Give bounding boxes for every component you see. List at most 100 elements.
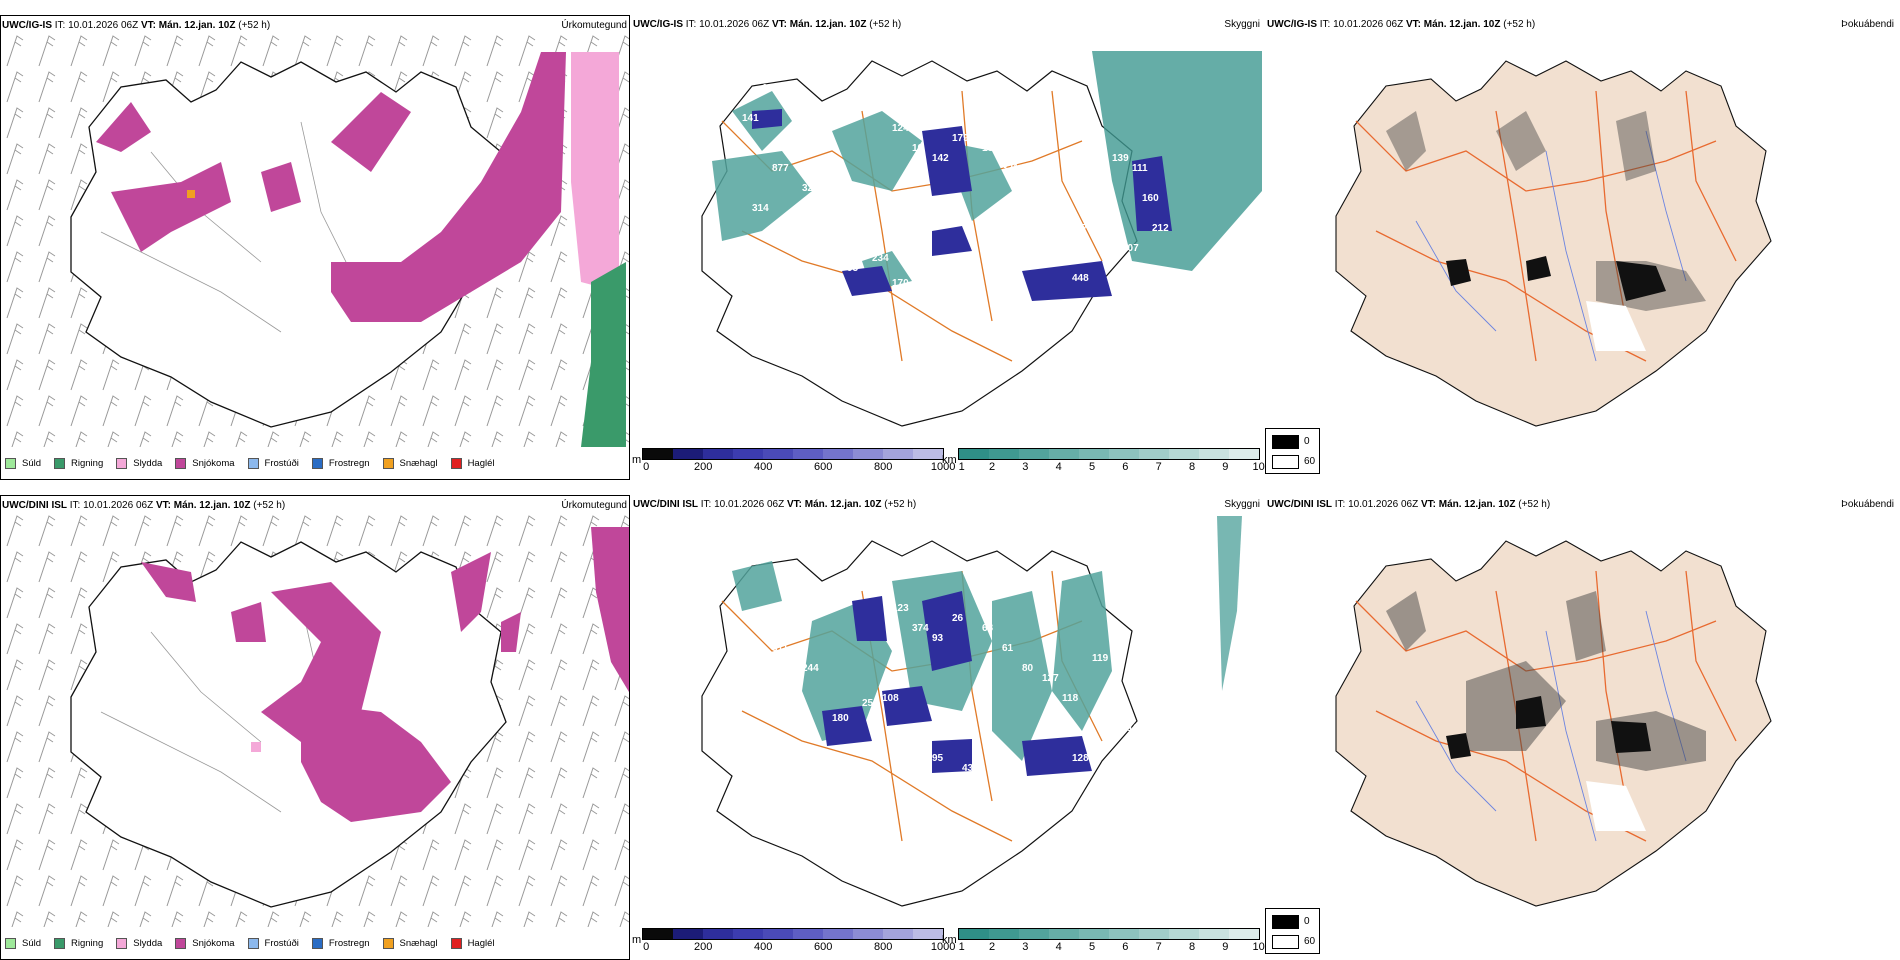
colorbar-segment <box>763 929 794 939</box>
colorbar-tick-label: 200 <box>693 941 713 953</box>
legend-swatch <box>311 937 323 949</box>
colorbar-segment <box>823 449 854 459</box>
colorbar-segment <box>703 449 734 459</box>
colorbar-segment <box>1048 929 1079 939</box>
cloud-base-value: 45 <box>882 213 894 224</box>
colorbar-segment <box>793 929 824 939</box>
precip-map <box>1 32 629 447</box>
legend-swatch <box>450 457 462 469</box>
legend-swatch <box>116 457 128 469</box>
cloud-base-value: 141 <box>742 113 759 124</box>
cloud-base-value: 108 <box>882 693 899 704</box>
cloud-base-value: 26 <box>952 613 964 624</box>
hail-spot <box>187 190 195 198</box>
colorbar-segment <box>1108 929 1139 939</box>
cloud-base-value: 428 <box>1062 213 1079 224</box>
cloud-base-value: 639 <box>812 253 829 264</box>
colorbar-tick-label: 600 <box>813 941 833 953</box>
cloud-base-value: 234 <box>872 253 889 264</box>
snow-area <box>96 52 566 322</box>
colorbar-unit: m <box>632 934 642 946</box>
colorbar-tick-label: 9 <box>1222 461 1229 473</box>
legend-item: Frostregn <box>311 937 370 949</box>
colorbar-tick-label: 400 <box>753 461 773 473</box>
colorbar-segment <box>1198 449 1229 459</box>
colorbar-segment <box>733 929 764 939</box>
cloud-base-value: 32 <box>802 183 814 194</box>
cloud-base-value: 127 <box>1042 673 1059 684</box>
cloud-base-value: 95 <box>932 753 944 764</box>
cloud-base-value: 309 <box>892 758 909 769</box>
fog-map <box>1335 60 1772 427</box>
cloud-base-value: 399 <box>1022 183 1039 194</box>
cloudbase-colorbar: m 0 200 400 600 800 1000 <box>632 448 955 473</box>
low-vis-area <box>712 91 1012 291</box>
colorbar-segment <box>673 449 704 459</box>
colorbar-tick-label: 9 <box>1222 941 1229 953</box>
legend-swatch <box>54 937 66 949</box>
colorbar-tick-label: 200 <box>693 461 713 473</box>
colorbar-segment <box>703 929 734 939</box>
cloud-base-value: 103 <box>982 143 999 154</box>
panel-header: UWC/DINI ISL IT: 10.01.2026 06Z VT: Mán.… <box>633 499 917 510</box>
cloud-base-value: 25 <box>862 698 874 709</box>
colorbar-tick-label: 800 <box>873 461 893 473</box>
cloud-base-value: 154 <box>1112 633 1129 644</box>
colorbar-segment <box>883 929 914 939</box>
fog-legend: 0 60 <box>1265 428 1320 474</box>
cloud-base-value: 11 <box>832 233 843 244</box>
cloud-base-value: 314 <box>752 203 769 214</box>
cloud-base-value: 119 <box>1092 653 1109 664</box>
colorbar-tick-label: 4 <box>1055 941 1062 953</box>
panel-title: Úrkomutegund <box>561 20 627 31</box>
panel-header: UWC/IG-IS IT: 10.01.2026 06Z VT: Mán. 12… <box>2 20 271 31</box>
low-cloud-area <box>752 109 1172 301</box>
legend-swatch <box>5 457 16 469</box>
cloud-panel-row2: UWC/DINI ISL IT: 10.01.2026 06Z VT: Mán.… <box>632 495 1320 960</box>
legend-swatch <box>54 457 66 469</box>
snow-area <box>591 527 629 692</box>
panel-title: Þokuábendi <box>1841 499 1894 510</box>
colorbar-segment <box>1138 449 1169 459</box>
legend-item: Slydda <box>116 937 162 949</box>
cloud-base-value: 68 <box>982 623 994 634</box>
cloud-base-value: 93 <box>932 203 944 214</box>
visibility-colorbar: km 1 2 3 4 5 6 7 8 9 10 <box>942 928 1265 953</box>
legend-item: Rigning <box>54 457 103 469</box>
colorbar-tick-label: 1 <box>958 461 965 473</box>
panel-title: Þokuábendi <box>1841 19 1894 30</box>
legend-swatch <box>311 457 323 469</box>
cloud-base-value: 95 <box>992 743 1004 754</box>
legend-swatch <box>5 937 16 949</box>
panel-title: Skyggni <box>1224 499 1260 510</box>
colorbar-tick-label: 8 <box>1188 461 1196 473</box>
cloud-base-value: 179 <box>952 133 969 144</box>
colorbar-segment <box>643 449 674 459</box>
legend-item: Snæhagl <box>382 457 438 469</box>
colorbar-segment <box>1018 449 1049 459</box>
cloud-base-value: 105 <box>1092 173 1109 184</box>
panel-header: UWC/IG-IS IT: 10.01.2026 06Z VT: Mán. 12… <box>633 19 902 30</box>
colorbar-tick-label: 10 <box>1252 461 1265 473</box>
legend-item: Haglél <box>450 937 495 949</box>
cloud-base-value: 877 <box>772 163 789 174</box>
colorbar-segment <box>1078 449 1109 459</box>
cloud-base-value: 244 <box>802 663 819 674</box>
cloud-base-value: 95 <box>847 263 859 274</box>
cloud-base-value: 180 <box>832 713 849 724</box>
cloud-base-value: 10 <box>912 143 924 154</box>
cloud-base-value: 931 <box>932 273 949 284</box>
cloud-base-value: 188 <box>1102 253 1119 264</box>
colorbar-tick-label: 3 <box>1022 461 1029 473</box>
cloud-base-value: 118 <box>1062 693 1079 704</box>
rain-area <box>581 262 626 447</box>
fog-panel-row2: UWC/DINI ISL IT: 10.01.2026 06Z VT: Mán.… <box>1266 495 1896 960</box>
colorbar-tick-label: 0 <box>643 461 650 473</box>
cloud-base-value: 88 <box>1142 673 1154 684</box>
cloud-base-value: 494 <box>1132 643 1149 654</box>
cloud-base-value: 142 <box>932 153 949 164</box>
legend-item: Snjókoma <box>175 457 235 469</box>
legend-item: Snæhagl <box>382 937 438 949</box>
